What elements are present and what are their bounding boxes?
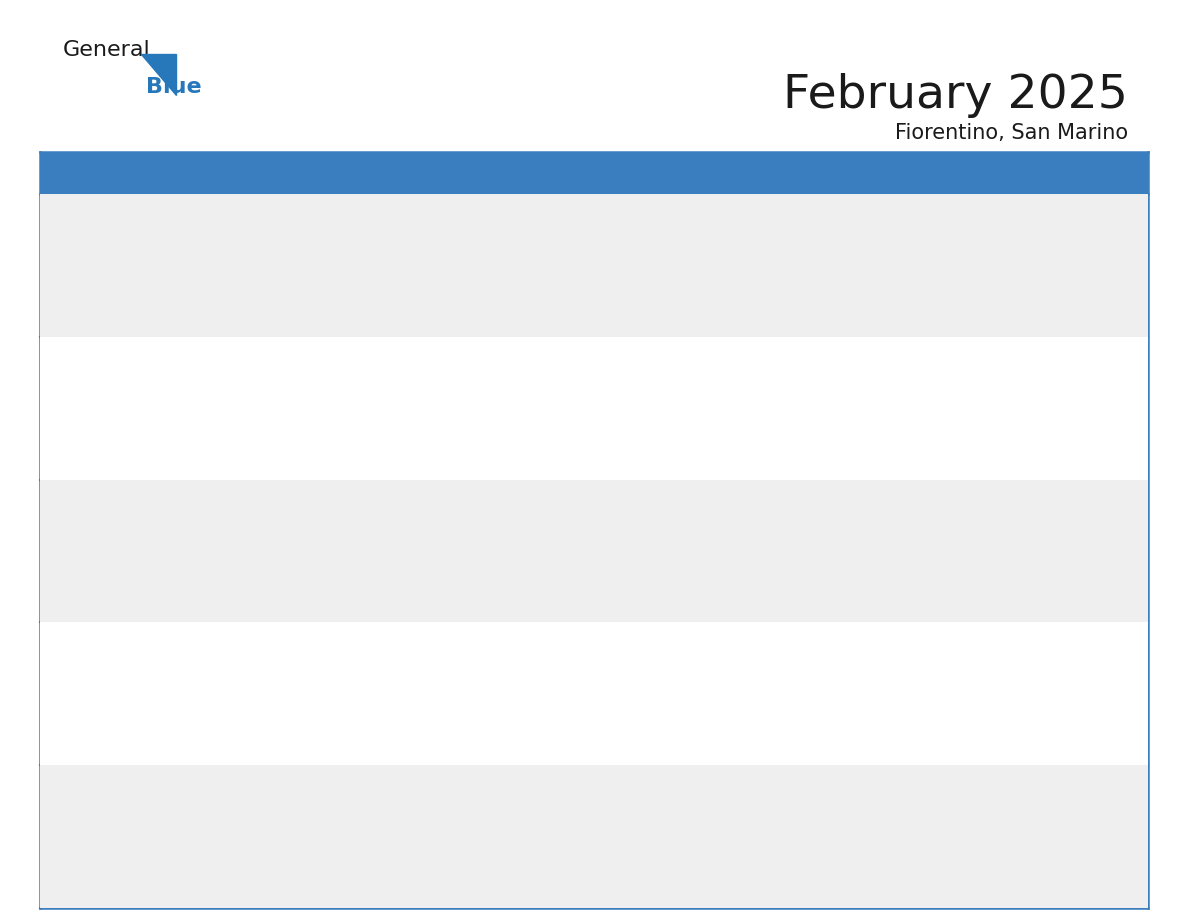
Text: Sunrise: 7:09 AM
Sunset: 5:39 PM
Daylight: 10 hours
and 29 minutes.: Sunrise: 7:09 AM Sunset: 5:39 PM Dayligh… bbox=[996, 509, 1093, 559]
Text: Sunrise: 6:48 AM
Sunset: 5:56 PM
Daylight: 11 hours
and 7 minutes.: Sunrise: 6:48 AM Sunset: 5:56 PM Dayligh… bbox=[838, 794, 935, 845]
Text: 2: 2 bbox=[46, 344, 56, 359]
Text: Sunrise: 7:25 AM
Sunset: 5:22 PM
Daylight: 9 hours
and 57 minutes.: Sunrise: 7:25 AM Sunset: 5:22 PM Dayligh… bbox=[204, 365, 295, 417]
Text: Sunrise: 6:57 AM
Sunset: 5:49 PM
Daylight: 10 hours
and 52 minutes.: Sunrise: 6:57 AM Sunset: 5:49 PM Dayligh… bbox=[46, 794, 143, 845]
Text: 11: 11 bbox=[362, 487, 383, 501]
Text: General: General bbox=[63, 40, 151, 60]
Text: Sunrise: 7:13 AM
Sunset: 5:35 PM
Daylight: 10 hours
and 21 minutes.: Sunrise: 7:13 AM Sunset: 5:35 PM Dayligh… bbox=[522, 509, 618, 559]
Text: 21: 21 bbox=[838, 630, 857, 644]
Text: 1: 1 bbox=[996, 201, 1006, 216]
Text: Sunrise: 7:17 AM
Sunset: 5:30 PM
Daylight: 10 hours
and 13 minutes.: Sunrise: 7:17 AM Sunset: 5:30 PM Dayligh… bbox=[46, 509, 143, 559]
Text: Sunrise: 7:21 AM
Sunset: 5:26 PM
Daylight: 10 hours
and 5 minutes.: Sunrise: 7:21 AM Sunset: 5:26 PM Dayligh… bbox=[680, 365, 776, 417]
Text: 27: 27 bbox=[680, 772, 699, 788]
Text: Sunrise: 7:27 AM
Sunset: 5:19 PM
Daylight: 9 hours
and 52 minutes.: Sunrise: 7:27 AM Sunset: 5:19 PM Dayligh… bbox=[996, 223, 1086, 274]
Text: 20: 20 bbox=[680, 630, 699, 644]
Text: 19: 19 bbox=[522, 630, 541, 644]
Text: Sunrise: 6:52 AM
Sunset: 5:53 PM
Daylight: 11 hours
and 1 minute.: Sunrise: 6:52 AM Sunset: 5:53 PM Dayligh… bbox=[522, 794, 618, 845]
Text: 24: 24 bbox=[204, 772, 223, 788]
Text: 25: 25 bbox=[362, 772, 383, 788]
Text: Wednesday: Wednesday bbox=[523, 166, 612, 180]
Text: 7: 7 bbox=[838, 344, 847, 359]
Text: 14: 14 bbox=[838, 487, 857, 501]
Text: Sunrise: 7:12 AM
Sunset: 5:36 PM
Daylight: 10 hours
and 24 minutes.: Sunrise: 7:12 AM Sunset: 5:36 PM Dayligh… bbox=[680, 509, 776, 559]
Text: Sunrise: 6:53 AM
Sunset: 5:52 PM
Daylight: 10 hours
and 58 minutes.: Sunrise: 6:53 AM Sunset: 5:52 PM Dayligh… bbox=[362, 794, 460, 845]
Text: 26: 26 bbox=[522, 772, 541, 788]
Text: 9: 9 bbox=[46, 487, 56, 501]
Text: 10: 10 bbox=[204, 487, 223, 501]
Text: 18: 18 bbox=[362, 630, 383, 644]
Text: 16: 16 bbox=[46, 630, 65, 644]
Text: Sunrise: 7:20 AM
Sunset: 5:28 PM
Daylight: 10 hours
and 7 minutes.: Sunrise: 7:20 AM Sunset: 5:28 PM Dayligh… bbox=[838, 365, 935, 417]
Text: 8: 8 bbox=[996, 344, 1006, 359]
Text: 28: 28 bbox=[838, 772, 857, 788]
Text: Sunrise: 7:03 AM
Sunset: 5:44 PM
Daylight: 10 hours
and 41 minutes.: Sunrise: 7:03 AM Sunset: 5:44 PM Dayligh… bbox=[522, 652, 618, 702]
Text: Sunrise: 6:55 AM
Sunset: 5:51 PM
Daylight: 10 hours
and 55 minutes.: Sunrise: 6:55 AM Sunset: 5:51 PM Dayligh… bbox=[204, 794, 302, 845]
Text: Monday: Monday bbox=[207, 166, 267, 180]
Text: Saturday: Saturday bbox=[998, 166, 1068, 180]
Text: Thursday: Thursday bbox=[681, 166, 753, 180]
Text: Fiorentino, San Marino: Fiorentino, San Marino bbox=[895, 123, 1127, 143]
Text: Sunrise: 7:06 AM
Sunset: 5:41 PM
Daylight: 10 hours
and 35 minutes.: Sunrise: 7:06 AM Sunset: 5:41 PM Dayligh… bbox=[204, 652, 302, 702]
Text: Sunrise: 7:26 AM
Sunset: 5:21 PM
Daylight: 9 hours
and 54 minutes.: Sunrise: 7:26 AM Sunset: 5:21 PM Dayligh… bbox=[46, 365, 137, 417]
Text: 3: 3 bbox=[204, 344, 214, 359]
Text: Sunday: Sunday bbox=[48, 166, 106, 180]
Text: Friday: Friday bbox=[840, 166, 887, 180]
Text: Sunrise: 7:10 AM
Sunset: 5:37 PM
Daylight: 10 hours
and 26 minutes.: Sunrise: 7:10 AM Sunset: 5:37 PM Dayligh… bbox=[838, 509, 935, 559]
Text: February 2025: February 2025 bbox=[783, 73, 1127, 118]
Text: 22: 22 bbox=[996, 630, 1016, 644]
Text: 5: 5 bbox=[522, 344, 531, 359]
Text: Sunrise: 7:07 AM
Sunset: 5:40 PM
Daylight: 10 hours
and 32 minutes.: Sunrise: 7:07 AM Sunset: 5:40 PM Dayligh… bbox=[46, 652, 143, 702]
Text: 15: 15 bbox=[996, 487, 1016, 501]
Text: 4: 4 bbox=[362, 344, 373, 359]
Text: 13: 13 bbox=[680, 487, 699, 501]
Text: 17: 17 bbox=[204, 630, 223, 644]
Text: Sunrise: 7:04 AM
Sunset: 5:43 PM
Daylight: 10 hours
and 38 minutes.: Sunrise: 7:04 AM Sunset: 5:43 PM Dayligh… bbox=[362, 652, 460, 702]
Text: Blue: Blue bbox=[146, 77, 202, 97]
Text: Sunrise: 7:16 AM
Sunset: 5:32 PM
Daylight: 10 hours
and 15 minutes.: Sunrise: 7:16 AM Sunset: 5:32 PM Dayligh… bbox=[204, 509, 302, 559]
Text: Sunrise: 6:50 AM
Sunset: 5:55 PM
Daylight: 11 hours
and 4 minutes.: Sunrise: 6:50 AM Sunset: 5:55 PM Dayligh… bbox=[680, 794, 776, 845]
Text: Sunrise: 7:22 AM
Sunset: 5:25 PM
Daylight: 10 hours
and 2 minutes.: Sunrise: 7:22 AM Sunset: 5:25 PM Dayligh… bbox=[522, 365, 618, 417]
Text: Sunrise: 7:00 AM
Sunset: 5:47 PM
Daylight: 10 hours
and 46 minutes.: Sunrise: 7:00 AM Sunset: 5:47 PM Dayligh… bbox=[838, 652, 935, 702]
Text: Sunrise: 7:24 AM
Sunset: 5:24 PM
Daylight: 9 hours
and 59 minutes.: Sunrise: 7:24 AM Sunset: 5:24 PM Dayligh… bbox=[362, 365, 453, 417]
Text: Sunrise: 7:01 AM
Sunset: 5:45 PM
Daylight: 10 hours
and 44 minutes.: Sunrise: 7:01 AM Sunset: 5:45 PM Dayligh… bbox=[680, 652, 776, 702]
Text: Sunrise: 7:15 AM
Sunset: 5:33 PM
Daylight: 10 hours
and 18 minutes.: Sunrise: 7:15 AM Sunset: 5:33 PM Dayligh… bbox=[362, 509, 460, 559]
Text: Sunrise: 7:19 AM
Sunset: 5:29 PM
Daylight: 10 hours
and 10 minutes.: Sunrise: 7:19 AM Sunset: 5:29 PM Dayligh… bbox=[996, 365, 1093, 417]
Polygon shape bbox=[141, 54, 176, 95]
Text: 12: 12 bbox=[522, 487, 541, 501]
Text: Sunrise: 6:58 AM
Sunset: 5:48 PM
Daylight: 10 hours
and 49 minutes.: Sunrise: 6:58 AM Sunset: 5:48 PM Dayligh… bbox=[996, 652, 1093, 702]
Text: 6: 6 bbox=[680, 344, 689, 359]
Text: 23: 23 bbox=[46, 772, 65, 788]
Text: Tuesday: Tuesday bbox=[365, 166, 428, 180]
